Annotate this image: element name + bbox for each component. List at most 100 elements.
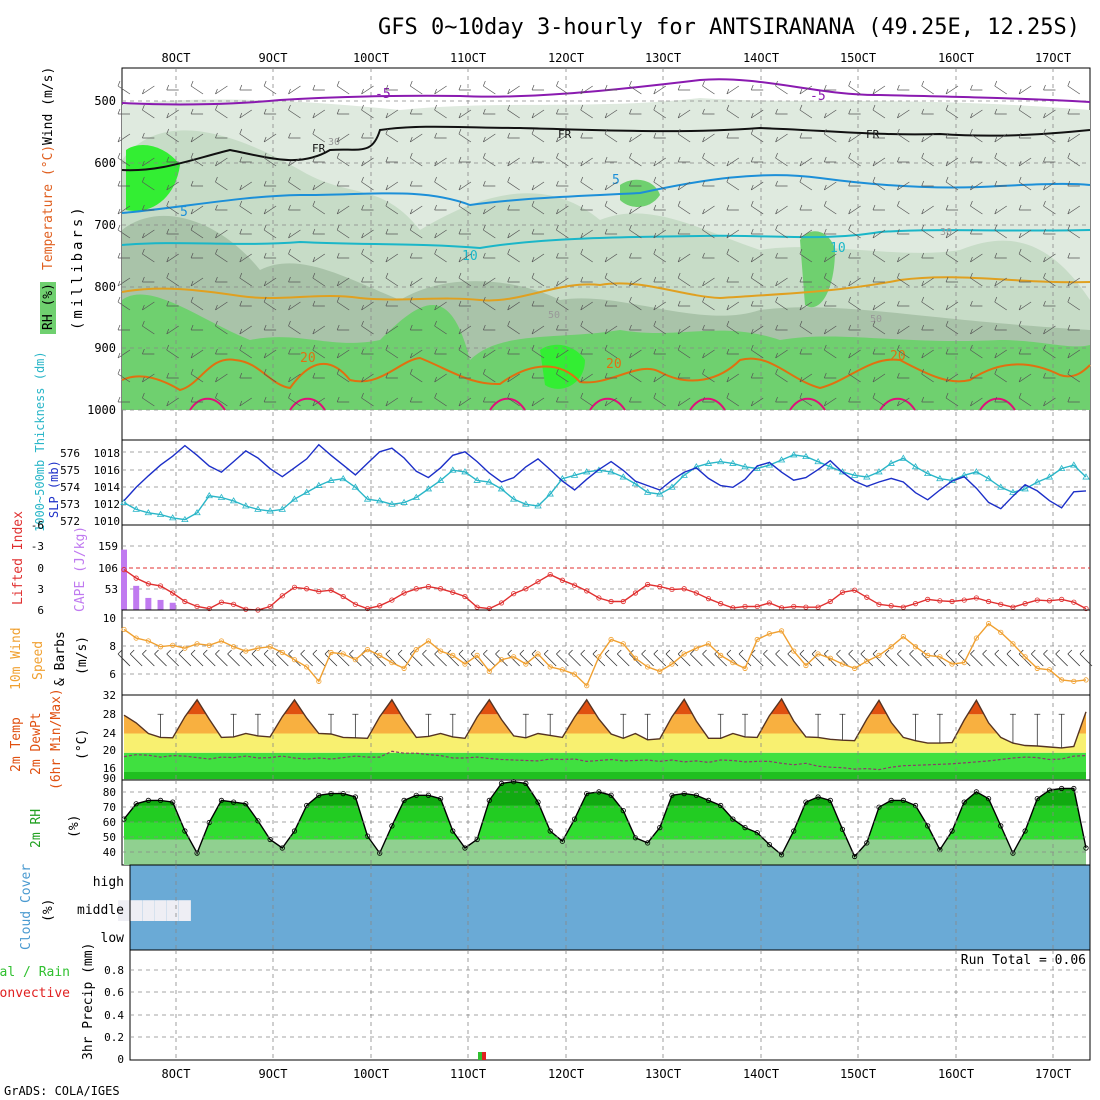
upper-wind-barb xyxy=(361,348,374,355)
upper-wind-barb xyxy=(409,205,423,215)
upper-wind-barb xyxy=(239,253,252,263)
thickness-point xyxy=(193,509,201,516)
lifted-index-point xyxy=(827,598,833,605)
upper-wind-barb xyxy=(458,156,471,163)
upper-wind-barb xyxy=(702,252,715,259)
thickness-point xyxy=(1021,485,1029,492)
wind-barb xyxy=(239,649,253,667)
wind-speed-point xyxy=(438,648,444,654)
upper-wind-barb xyxy=(604,300,618,307)
upper-wind-barb xyxy=(117,296,131,311)
upper-wind-barb xyxy=(385,128,399,143)
upper-wind-barb xyxy=(117,180,130,187)
contour-label-fr: FR xyxy=(312,142,326,155)
upper-wind-barb xyxy=(775,180,788,187)
precip-bar-rain xyxy=(478,1052,482,1060)
temp-tick-5: 90 xyxy=(103,772,116,785)
label-slp: SLP (mb) xyxy=(47,460,61,518)
wind-speed-point xyxy=(304,664,310,670)
x-tick-bottom-3: 11OCT xyxy=(450,1067,486,1081)
upper-wind-barb xyxy=(775,396,788,403)
wind-barb xyxy=(202,649,216,667)
upper-wind-barb xyxy=(458,272,472,287)
upper-wind-barb xyxy=(848,277,861,287)
upper-wind-barb xyxy=(897,253,910,263)
thickness-tick-1: 575 xyxy=(60,464,80,477)
upper-wind-barb xyxy=(531,372,545,379)
upper-wind-barb xyxy=(482,224,496,239)
cape-bar xyxy=(121,549,127,610)
upper-wind-barb xyxy=(945,248,959,263)
upper-wind-barb xyxy=(166,181,179,191)
rh2m-tick-1: 70 xyxy=(103,801,116,814)
rh2m-point xyxy=(462,845,468,851)
upper-wind-barb xyxy=(629,205,642,215)
label-10m-wind: 10m Wind xyxy=(9,627,24,690)
upper-wind-barb xyxy=(1067,205,1081,215)
upper-wind-barb xyxy=(336,296,350,311)
wind-speed-point xyxy=(925,652,931,658)
lifted-index-point xyxy=(267,603,273,610)
upper-wind-barb xyxy=(604,200,618,215)
rh2m-point xyxy=(401,797,407,804)
contour-label-fr2: FR xyxy=(558,128,572,141)
rh2m-point xyxy=(778,852,785,858)
upper-wind-barb xyxy=(142,204,155,211)
upper-wind-barb xyxy=(312,372,325,379)
label-convective: Convective xyxy=(0,986,70,1001)
temp-band xyxy=(124,714,1086,734)
upper-wind-barb xyxy=(312,272,326,287)
wind-barb xyxy=(434,649,447,667)
upper-wind-barb xyxy=(288,301,301,311)
upper-wind-barb xyxy=(677,253,691,263)
lifted-index-point xyxy=(1046,598,1053,604)
rh2m-point xyxy=(255,818,261,824)
upper-wind-barb xyxy=(799,248,813,263)
upper-wind-barb xyxy=(507,157,520,167)
upper-wind-barb xyxy=(726,204,739,211)
precip-ticks: 0.8 0.6 0.4 0.2 0 xyxy=(104,964,124,1066)
temp-minmax-bar xyxy=(815,713,822,738)
thickness-point xyxy=(984,474,993,482)
rh2m-point xyxy=(425,792,432,798)
upper-wind-barb xyxy=(166,200,179,215)
wind-speed-point xyxy=(450,652,456,658)
temperature-contours xyxy=(121,78,1091,411)
upper-wind-barb xyxy=(702,108,715,115)
upper-wind-barb xyxy=(970,300,983,307)
upper-wind-barb xyxy=(336,205,350,215)
upper-wind-barb xyxy=(263,224,277,239)
rh2m-point xyxy=(133,801,139,807)
lifted-index-point xyxy=(157,583,164,589)
wind-barb xyxy=(970,649,983,667)
wind-speed-point xyxy=(1022,654,1028,660)
rh2m-point xyxy=(1071,785,1077,792)
wind-speed-point xyxy=(121,626,127,633)
upper-wind-barb xyxy=(215,229,228,239)
cape-bar xyxy=(157,599,164,610)
upper-wind-barb xyxy=(799,157,813,167)
upper-wind-barb xyxy=(482,368,496,383)
upper-wind-barb xyxy=(799,204,812,211)
upper-wind-barb xyxy=(823,272,837,287)
upper-wind-barb xyxy=(117,277,131,287)
upper-wind-barb xyxy=(629,277,642,287)
upper-wind-barb xyxy=(970,228,983,235)
cloud-bar xyxy=(130,900,143,921)
wind-speed-point xyxy=(803,662,809,669)
upper-wind-barb xyxy=(166,109,179,119)
wind-speed-point xyxy=(657,668,663,674)
upper-wind-barb xyxy=(1067,368,1081,383)
wind-speed-point xyxy=(754,636,760,643)
upper-wind-barb xyxy=(970,272,983,287)
lifted-index-point xyxy=(864,594,870,600)
slp-series xyxy=(123,443,1087,510)
wind-barb xyxy=(677,649,691,667)
lifted-index-point xyxy=(839,589,846,595)
label-wind: Wind (m/s) xyxy=(41,67,56,145)
thickness-point xyxy=(777,456,786,463)
wind-speed-point xyxy=(961,659,967,666)
x-tick-bottom-0: 8OCT xyxy=(162,1067,191,1081)
label-cloud-cover: Cloud Cover xyxy=(19,864,34,950)
thickness-point xyxy=(424,485,433,492)
